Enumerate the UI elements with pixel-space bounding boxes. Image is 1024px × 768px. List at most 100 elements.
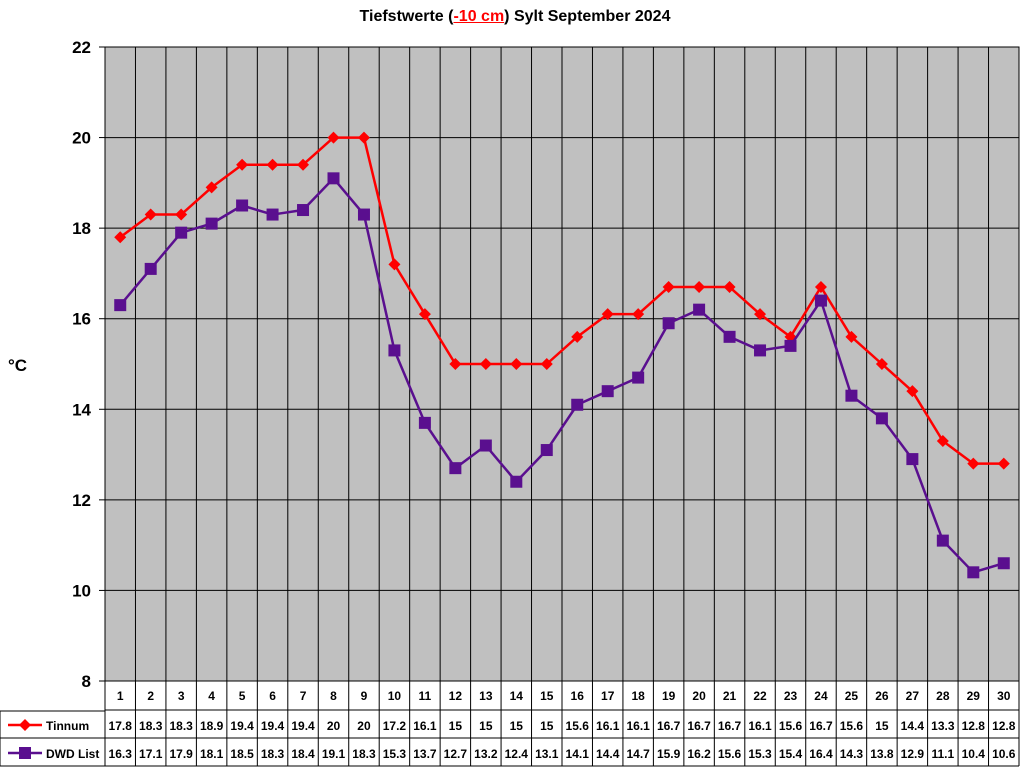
data-point: [906, 453, 919, 466]
data-label: 16.1: [748, 719, 772, 733]
data-point: [814, 294, 827, 307]
data-point: [205, 181, 218, 194]
x-tick-label: 15: [540, 689, 554, 703]
title-suffix: ) Sylt September 2024: [504, 8, 671, 25]
data-point: [236, 199, 249, 212]
data-label: 16.4: [809, 747, 833, 761]
legend-label: Tinnum: [46, 719, 89, 733]
y-tick-label: 14: [72, 400, 91, 419]
data-point: [814, 281, 827, 294]
data-point: [540, 444, 553, 457]
data-label: 17.9: [169, 747, 193, 761]
data-label: 16.7: [718, 719, 742, 733]
data-label: 20: [327, 719, 341, 733]
x-tick-label: 3: [178, 689, 185, 703]
data-point: [936, 434, 949, 447]
data-label: 19.4: [261, 719, 285, 733]
data-point: [784, 339, 797, 352]
data-point: [449, 462, 462, 475]
data-point: [693, 281, 706, 294]
data-label: 15.6: [566, 719, 590, 733]
data-point: [540, 358, 553, 370]
data-point: [754, 344, 767, 357]
data-label: 18.3: [261, 747, 285, 761]
data-label: 10.6: [992, 747, 1016, 761]
data-point: [479, 439, 492, 452]
data-label: 15.6: [779, 719, 803, 733]
data-point: [723, 281, 736, 294]
x-tick-label: 10: [388, 689, 402, 703]
x-tick-label: 29: [967, 689, 981, 703]
data-point: [510, 358, 523, 370]
data-label: 14.3: [840, 747, 864, 761]
x-tick-label: 5: [239, 689, 246, 703]
data-label: 19.4: [230, 719, 254, 733]
data-label: 16.1: [626, 719, 650, 733]
chart-title: Tiefstwerte (-10 cm) Sylt September 2024: [0, 8, 1024, 26]
data-point: [754, 308, 767, 321]
x-tick-label: 21: [723, 689, 737, 703]
data-point: [388, 344, 401, 357]
y-tick-label: 18: [72, 219, 91, 238]
data-label: 16.7: [809, 719, 833, 733]
data-label: 15: [479, 719, 493, 733]
data-label: 17.8: [109, 719, 133, 733]
data-label: 15: [540, 719, 554, 733]
x-tick-label: 2: [147, 689, 154, 703]
data-label: 18.3: [139, 719, 163, 733]
title-prefix: Tiefstwerte (: [359, 8, 454, 25]
x-tick-label: 13: [479, 689, 493, 703]
data-label: 15.3: [748, 747, 772, 761]
data-point: [662, 281, 675, 294]
data-point: [297, 204, 310, 217]
data-label: 15.6: [718, 747, 742, 761]
data-point: [967, 457, 980, 470]
x-tick-label: 14: [510, 689, 524, 703]
legend-label: DWD List: [46, 747, 99, 761]
x-tick-label: 20: [692, 689, 706, 703]
data-label: 20: [357, 719, 371, 733]
data-point: [327, 172, 340, 185]
data-label: 12.8: [992, 719, 1016, 733]
x-tick-label: 26: [875, 689, 889, 703]
data-point: [418, 416, 431, 429]
data-point: [175, 208, 188, 221]
y-tick-label: 10: [72, 581, 91, 600]
data-point: [114, 231, 127, 244]
data-point: [723, 330, 736, 343]
data-point: [632, 308, 645, 321]
data-point: [205, 217, 218, 230]
data-point: [114, 299, 127, 312]
x-tick-label: 7: [300, 689, 307, 703]
data-point: [510, 475, 523, 488]
data-label: 16.7: [687, 719, 711, 733]
data-label: 19.4: [291, 719, 315, 733]
x-tick-label: 9: [361, 689, 368, 703]
data-point: [571, 398, 584, 411]
data-label: 17.2: [383, 719, 407, 733]
data-point: [601, 385, 614, 398]
y-tick-label: 22: [72, 38, 91, 57]
data-label: 16.1: [413, 719, 437, 733]
data-label: 10.4: [962, 747, 986, 761]
data-label: 15: [510, 719, 524, 733]
data-label: 15.9: [657, 747, 681, 761]
data-point: [875, 412, 888, 425]
data-label: 13.8: [870, 747, 894, 761]
data-label: 11.1: [931, 747, 954, 761]
y-tick-label: 20: [72, 129, 91, 148]
x-tick-label: 16: [571, 689, 585, 703]
data-point: [632, 371, 645, 384]
data-point: [571, 330, 584, 343]
data-point: [449, 358, 462, 370]
data-label: 13.2: [474, 747, 498, 761]
data-point: [327, 131, 340, 144]
x-tick-label: 4: [208, 689, 215, 703]
data-label: 15: [875, 719, 889, 733]
data-point: [662, 317, 675, 330]
data-point: [357, 208, 370, 221]
data-point: [967, 566, 980, 579]
data-label: 14.4: [596, 747, 620, 761]
data-label: 16.7: [657, 719, 681, 733]
